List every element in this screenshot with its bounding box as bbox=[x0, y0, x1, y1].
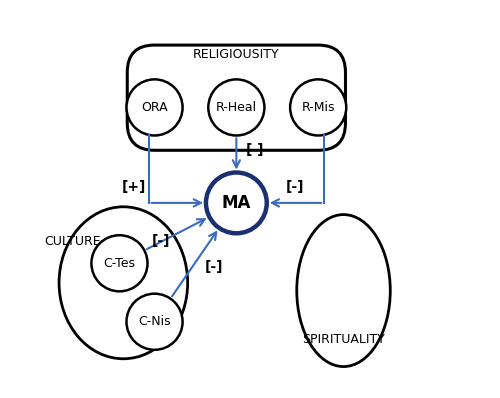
Text: C-Nis: C-Nis bbox=[138, 315, 171, 328]
Circle shape bbox=[206, 172, 267, 233]
Text: [-]: [-] bbox=[205, 260, 224, 274]
Text: CULTURE: CULTURE bbox=[44, 235, 101, 248]
Text: [-]: [-] bbox=[152, 234, 171, 248]
Text: ORA: ORA bbox=[141, 101, 168, 114]
Text: MA: MA bbox=[222, 194, 251, 212]
Text: [-]: [-] bbox=[286, 180, 304, 194]
Text: SPIRITUALITY: SPIRITUALITY bbox=[302, 333, 385, 346]
Circle shape bbox=[126, 294, 182, 350]
Text: R-Heal: R-Heal bbox=[216, 101, 257, 114]
Text: [+]: [+] bbox=[122, 180, 146, 194]
Text: R-Mis: R-Mis bbox=[302, 101, 335, 114]
Circle shape bbox=[208, 79, 264, 135]
Text: RELIGIOUSITY: RELIGIOUSITY bbox=[193, 48, 280, 61]
Text: C-Tes: C-Tes bbox=[104, 257, 136, 270]
Circle shape bbox=[92, 235, 148, 291]
Circle shape bbox=[126, 79, 182, 135]
Text: [-]: [-] bbox=[246, 143, 264, 157]
Circle shape bbox=[290, 79, 346, 135]
